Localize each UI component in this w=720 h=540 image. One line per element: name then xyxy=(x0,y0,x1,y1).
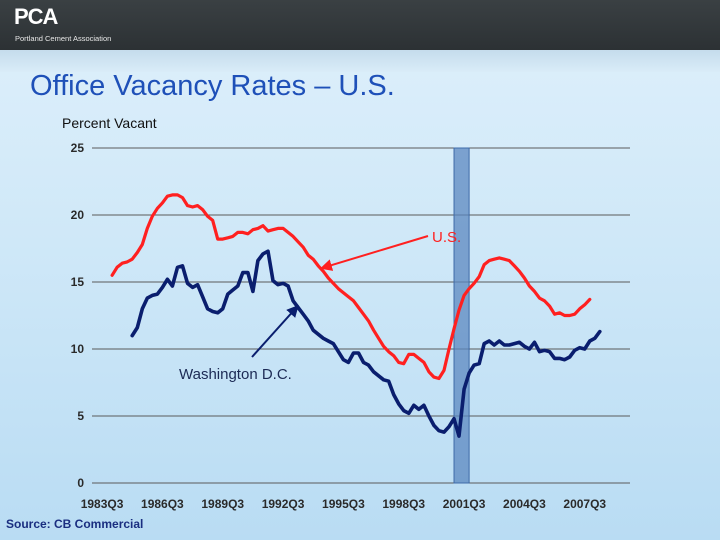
source-note: Source: CB Commercial xyxy=(6,517,144,531)
x-tick-label: 1995Q3 xyxy=(322,497,365,511)
header-bar: PCA Portland Cement Association xyxy=(0,0,720,50)
recession-band xyxy=(453,147,470,484)
tick-layer: 0 5 10 15 20 25 1983Q3 1986Q3 1989Q3 1992Q3 1995Q3… xyxy=(71,141,607,511)
x-tick-label: 1983Q3 xyxy=(81,497,124,511)
us-vacancy-line xyxy=(110,193,592,381)
dc-annotation-arrow xyxy=(251,304,299,358)
x-tick-label: 1989Q3 xyxy=(201,497,244,511)
logo-subtitle: Portland Cement Association xyxy=(15,34,112,43)
y-axis-label: Percent Vacant xyxy=(62,115,157,131)
slide-title: Office Vacancy Rates – U.S. xyxy=(30,70,395,102)
y-tick-label: 0 xyxy=(77,476,84,490)
recession-band-layer xyxy=(453,147,470,484)
x-tick-label: 1986Q3 xyxy=(141,497,184,511)
y-tick-label: 10 xyxy=(71,342,85,356)
header-strip xyxy=(0,50,720,72)
dc-vacancy-line xyxy=(130,249,602,438)
us-annotation-arrow xyxy=(319,235,429,271)
y-tick-label: 5 xyxy=(77,409,84,423)
x-tick-label: 2007Q3 xyxy=(563,497,606,511)
logo-mark: PCA xyxy=(14,4,58,29)
x-tick-label: 2001Q3 xyxy=(443,497,486,511)
us-series-label: U.S. xyxy=(432,229,461,246)
x-tick-label: 2004Q3 xyxy=(503,497,546,511)
series-layer xyxy=(110,193,602,438)
y-tick-label: 20 xyxy=(71,208,85,222)
y-tick-label: 15 xyxy=(71,275,85,289)
y-tick-label: 25 xyxy=(71,141,85,155)
pca-logo: PCA Portland Cement Association xyxy=(14,4,124,46)
x-tick-label: 1998Q3 xyxy=(382,497,425,511)
annotation-layer: U.S. Washington D.C. xyxy=(179,229,461,383)
x-tick-label: 1992Q3 xyxy=(262,497,305,511)
dc-series-label: Washington D.C. xyxy=(179,366,292,383)
grid-layer xyxy=(92,147,630,484)
